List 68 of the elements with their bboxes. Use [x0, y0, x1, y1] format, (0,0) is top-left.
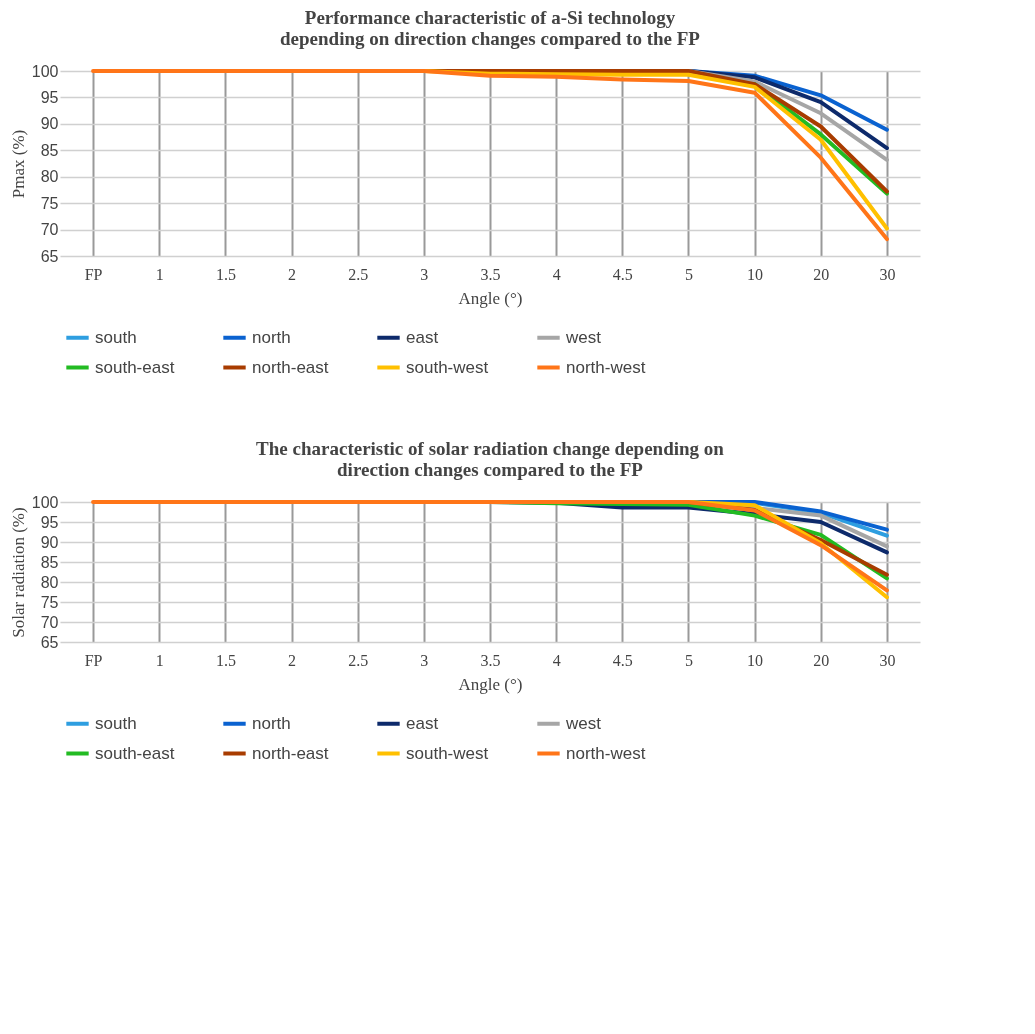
legend-label: east [406, 713, 439, 733]
x-tick-label: 4.5 [612, 651, 633, 669]
y-axis-title: Solar radiation (%) [8, 507, 28, 638]
x-tick-label: 30 [879, 265, 896, 283]
x-tick-label: 2.5 [348, 651, 369, 669]
y-tick-label: 65 [40, 633, 59, 651]
x-tick-label: 3.5 [480, 265, 501, 283]
line-series [91, 500, 889, 593]
y-tick-label: 95 [40, 88, 59, 106]
y-axis-title: Pmax (%) [8, 129, 28, 199]
legend-label: north-east [252, 743, 329, 763]
legend-label: north-west [566, 743, 646, 763]
y-tick-label: 80 [40, 573, 59, 591]
y-tick-label: 85 [40, 553, 59, 571]
x-tick-label: 1.5 [215, 651, 236, 669]
x-tick-label: 20 [813, 265, 830, 283]
y-tick-label: 80 [40, 168, 59, 186]
x-tick-label: 2 [288, 651, 297, 669]
line-series [91, 69, 889, 242]
y-tick-label: 90 [40, 533, 59, 551]
x-axis-title: Angle (°) [458, 288, 523, 308]
legend-label: north-east [252, 357, 329, 377]
y-tick-label: 95 [40, 513, 59, 531]
y-tick-label: 75 [40, 593, 59, 611]
y-tick-label: 90 [40, 115, 59, 133]
legend-label: south-east [95, 743, 175, 763]
text: Performance characteristic of a-Si technology [304, 7, 676, 28]
x-tick-label: 2.5 [348, 265, 369, 283]
text: direction changes compared to the FP [337, 459, 643, 480]
x-tick-label: 20 [813, 651, 830, 669]
x-tick-label: 3 [420, 265, 429, 283]
x-tick-label: 10 [747, 265, 764, 283]
y-tick-label: 65 [40, 247, 59, 265]
legend-label: north [252, 713, 291, 733]
x-tick-label: 5 [684, 651, 693, 669]
x-tick-label: 1.5 [215, 265, 236, 283]
y-tick-label: 75 [40, 194, 59, 212]
x-tick-label: 5 [684, 265, 693, 283]
y-tick-label: 100 [31, 62, 59, 80]
x-tick-label: 4 [552, 265, 561, 283]
x-tick-label: 4.5 [612, 265, 633, 283]
legend-label: south-west [406, 357, 489, 377]
x-tick-label: 1 [155, 651, 164, 669]
x-tick-label: 30 [879, 651, 896, 669]
x-tick-label: 1 [155, 265, 164, 283]
legend-label: north-west [566, 357, 646, 377]
legend-label: west [565, 713, 602, 733]
x-tick-label: 3 [420, 651, 429, 669]
y-tick-label: 70 [40, 221, 59, 239]
x-tick-label: FP [84, 651, 103, 669]
text: depending on direction changes compared to the FP [280, 28, 700, 49]
legend-label: north [252, 327, 291, 347]
legend-label: south [95, 713, 137, 733]
y-tick-label: 100 [31, 493, 59, 511]
text: The characteristic of solar radiation change depending on [256, 438, 724, 459]
legend-label: west [565, 327, 602, 347]
x-axis-title: Angle (°) [458, 674, 523, 694]
x-tick-label: 2 [288, 265, 297, 283]
legend-label: south [95, 327, 137, 347]
x-tick-label: FP [84, 265, 103, 283]
y-tick-label: 70 [40, 613, 59, 631]
x-tick-label: 3.5 [480, 651, 501, 669]
y-tick-label: 85 [40, 141, 59, 159]
legend-label: south-west [406, 743, 489, 763]
x-tick-label: 10 [747, 651, 764, 669]
legend-label: south-east [95, 357, 175, 377]
legend-label: east [406, 327, 439, 347]
x-tick-label: 4 [552, 651, 561, 669]
